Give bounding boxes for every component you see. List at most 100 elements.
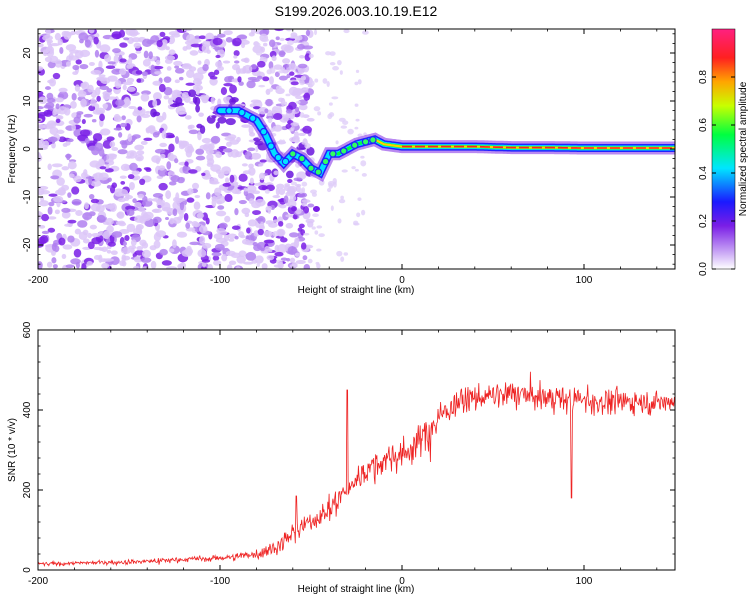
noise-blob <box>143 50 149 59</box>
noise-blob <box>241 238 251 245</box>
noise-blob <box>99 44 111 53</box>
noise-blob <box>285 109 293 114</box>
noise-blob <box>162 111 167 121</box>
noise-blob <box>118 132 123 138</box>
noise-blob <box>294 252 301 257</box>
noise-blob <box>86 261 93 266</box>
noise-blob <box>199 144 210 150</box>
noise-blob <box>331 96 339 100</box>
noise-blob <box>285 222 294 229</box>
noise-blob <box>362 30 369 35</box>
noise-blob <box>169 103 180 108</box>
noise-blob <box>38 185 49 190</box>
noise-blob <box>121 254 127 263</box>
noise-blob <box>297 227 303 232</box>
noise-blob <box>343 29 350 34</box>
noise-blob <box>38 200 50 207</box>
noise-blob <box>51 257 57 264</box>
noise-blob <box>111 182 118 189</box>
noise-blob <box>74 228 82 235</box>
noise-blob <box>276 259 283 265</box>
noise-blob <box>199 94 210 101</box>
noise-blob <box>310 189 318 194</box>
noise-blob <box>47 163 52 171</box>
noise-blob <box>38 66 44 71</box>
ridge-node <box>267 142 275 150</box>
noise-blob <box>289 257 296 263</box>
noise-blob <box>51 163 63 168</box>
noise-blob <box>279 37 285 42</box>
noise-blob <box>80 82 87 89</box>
noise-blob <box>58 237 66 246</box>
noise-blob <box>252 242 258 247</box>
noise-blob <box>234 235 239 240</box>
noise-blob <box>71 198 82 206</box>
noise-blob <box>259 35 265 39</box>
noise-blob <box>354 126 359 130</box>
noise-blob <box>235 266 241 269</box>
noise-blob <box>249 177 254 185</box>
ridge-node <box>361 138 370 146</box>
noise-blob <box>91 232 101 238</box>
noise-blob <box>301 187 306 194</box>
noise-blob <box>178 76 184 81</box>
noise-blob <box>340 256 345 262</box>
noise-blob <box>57 93 65 99</box>
noise-blob <box>274 105 282 112</box>
noise-blob <box>117 197 126 203</box>
noise-blob <box>340 125 348 129</box>
noise-blob <box>314 230 319 235</box>
noise-blob <box>111 147 119 152</box>
spectrogram-y-ticks: -20 -10 0 10 20 <box>22 33 675 265</box>
noise-blob <box>295 259 306 265</box>
noise-blob <box>278 50 286 58</box>
noise-blob <box>357 79 362 85</box>
noise-blob <box>61 166 70 171</box>
noise-blob <box>181 249 193 257</box>
noise-blob <box>38 111 49 117</box>
noise-blob <box>90 198 100 204</box>
noise-blob <box>163 76 172 83</box>
spectrogram-noise-blobs <box>38 29 369 269</box>
noise-blob <box>54 32 61 41</box>
noise-blob <box>152 216 162 224</box>
noise-blob <box>40 46 50 54</box>
noise-blob <box>139 178 146 186</box>
snr-x-label: Height of straight line (km) <box>298 584 415 595</box>
noise-blob <box>102 230 111 240</box>
noise-blob <box>197 131 202 141</box>
noise-blob <box>93 36 99 45</box>
noise-blob <box>278 75 288 81</box>
noise-blob <box>302 255 308 261</box>
noise-blob <box>83 169 88 176</box>
noise-blob <box>106 225 114 233</box>
noise-blob <box>38 261 43 269</box>
noise-blob <box>289 62 297 71</box>
noise-blob <box>98 74 106 78</box>
noise-blob <box>174 79 180 84</box>
noise-blob <box>126 208 135 217</box>
noise-blob <box>215 54 221 59</box>
noise-blob <box>62 142 68 147</box>
spectrogram-ridge <box>213 104 675 212</box>
noise-blob <box>205 149 215 155</box>
noise-blob <box>42 34 53 42</box>
noise-blob <box>209 76 218 80</box>
noise-blob <box>302 125 312 134</box>
x-tick-label: 0 <box>399 576 405 587</box>
noise-blob <box>341 169 348 173</box>
noise-blob <box>45 102 55 109</box>
noise-blob <box>263 239 275 244</box>
noise-blob <box>38 106 44 110</box>
noise-blob <box>134 144 145 151</box>
noise-blob <box>119 58 127 63</box>
noise-blob <box>214 243 225 251</box>
noise-blob <box>57 38 63 46</box>
noise-blob <box>118 189 129 197</box>
noise-blob <box>269 76 274 85</box>
spectrogram-x-ticks: -200 -100 0 100 <box>28 29 658 286</box>
noise-blob <box>141 38 153 48</box>
noise-blob <box>117 149 128 155</box>
noise-blob <box>46 92 54 100</box>
noise-blob <box>168 181 177 186</box>
